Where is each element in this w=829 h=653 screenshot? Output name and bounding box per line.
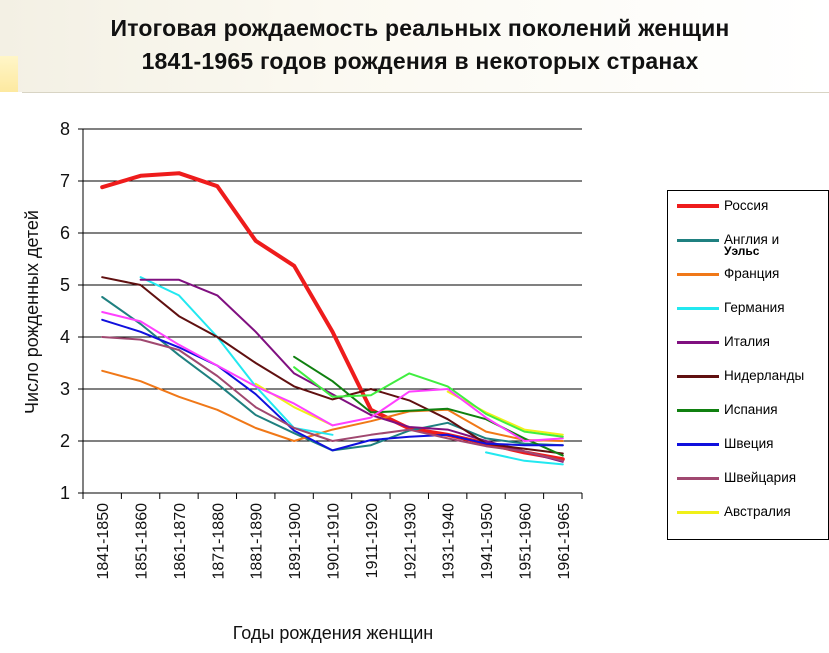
title-divider	[22, 92, 829, 93]
legend-swatch	[677, 511, 719, 514]
legend-item: Швейцария	[674, 468, 829, 488]
legend-label: Россия	[724, 198, 768, 213]
x-tick-label: 1951-1960	[517, 503, 534, 580]
legend-item: Швеция	[674, 434, 829, 454]
y-axis-ticks: 1 2 3 4 5 6 7 8	[60, 119, 83, 503]
legend-item: Германия	[674, 298, 829, 318]
legend-item: Франция	[674, 264, 829, 284]
legend-swatch	[677, 443, 719, 446]
series-line-4	[139, 278, 564, 463]
series-line-5	[101, 276, 564, 455]
x-tick-label: 1941-1950	[479, 503, 496, 580]
series-line-11	[293, 366, 564, 438]
x-tick-label: 1921-1930	[402, 503, 419, 580]
legend-swatch	[677, 375, 719, 378]
y-tick-label: 3	[60, 379, 70, 399]
x-tick-label: 1891-1900	[287, 503, 304, 580]
chart-title: Итоговая рождаемость реальных поколений …	[40, 12, 800, 78]
legend-label-text: Швейцария	[724, 470, 797, 485]
legend-label-text: Англия и	[724, 232, 780, 247]
chart-legend: Россия Англия и Уэльс Франция Германия Италия…	[667, 190, 829, 540]
x-tick-label: 1881-1890	[249, 503, 266, 580]
legend-label-text: Италия	[724, 334, 770, 349]
legend-label: Франция	[724, 266, 779, 281]
legend-swatch	[677, 409, 719, 412]
legend-swatch	[677, 204, 719, 208]
legend-label: Германия	[724, 300, 785, 315]
series-line-1	[101, 296, 564, 452]
legend-item: Австралия	[674, 502, 829, 522]
legend-swatch	[677, 239, 719, 242]
legend-item: Нидерланды	[674, 366, 829, 386]
legend-item: Россия	[674, 196, 829, 216]
y-tick-label: 6	[60, 223, 70, 243]
legend-label-text: Испания	[724, 402, 778, 417]
title-accent-bar	[0, 56, 18, 92]
x-tick-label: 1911-1920	[364, 503, 381, 578]
legend-swatch	[677, 341, 719, 344]
x-tick-label: 1901-1910	[326, 503, 343, 580]
legend-label: Швеция	[724, 436, 774, 451]
series-lines	[100, 171, 565, 466]
legend-label-text: Нидерланды	[724, 368, 805, 383]
chart-title-line-2: 1841-1965 годов рождения в некоторых стр…	[141, 48, 699, 74]
series-line-2	[101, 369, 564, 442]
x-tick-label: 1871-1880	[210, 503, 227, 580]
legend-label: Нидерланды	[724, 368, 804, 383]
y-tick-label: 4	[60, 327, 70, 347]
x-tick-label: 1851-1860	[134, 503, 151, 580]
series-line-8	[101, 336, 564, 462]
series-line-9	[446, 390, 564, 436]
y-tick-label: 5	[60, 275, 70, 295]
legend-item: Испания	[674, 400, 829, 420]
legend-label-text: Франция	[724, 266, 780, 281]
series-line-7	[101, 318, 564, 452]
legend-label-text: Россия	[724, 198, 769, 213]
y-axis-label: Число рожденных детей	[22, 210, 42, 414]
y-tick-label: 2	[60, 431, 70, 451]
legend-label: Швейцария	[724, 470, 796, 485]
title-banner	[0, 0, 829, 92]
legend-item: Англия и Уэльс	[674, 230, 829, 257]
legend-label-text: Германия	[724, 300, 785, 315]
x-tick-label: 1841-1850	[95, 503, 112, 580]
legend-swatch	[677, 307, 719, 310]
legend-label: Испания	[724, 402, 778, 417]
legend-label-text: Швеция	[724, 436, 774, 451]
y-tick-label: 7	[60, 171, 70, 191]
series-line-10	[101, 311, 564, 442]
x-axis-ticks: 1841-1850 1851-1860 1861-1870 1871-1880 1881…	[82, 493, 583, 580]
legend-swatch	[677, 477, 719, 480]
legend-label: Англия и Уэльс	[724, 232, 780, 258]
legend-label: Австралия	[724, 504, 791, 519]
y-tick-label: 1	[60, 483, 70, 503]
legend-swatch	[677, 273, 719, 276]
y-tick-label: 8	[60, 119, 70, 139]
x-axis-label: Годы рождения женщин	[233, 623, 434, 643]
series-line-3	[485, 451, 564, 466]
series-line-6	[293, 355, 564, 457]
legend-label-text-line-2: Уэльс	[724, 244, 760, 258]
legend-item: Италия	[674, 332, 829, 352]
x-tick-label: 1861-1870	[172, 503, 189, 580]
x-tick-label: 1931-1940	[441, 503, 458, 580]
legend-label: Италия	[724, 334, 770, 349]
chart-title-line-1: Итоговая рождаемость реальных поколений …	[110, 15, 730, 41]
x-tick-label: 1961-1965	[556, 503, 573, 580]
legend-label-text: Австралия	[724, 504, 791, 519]
